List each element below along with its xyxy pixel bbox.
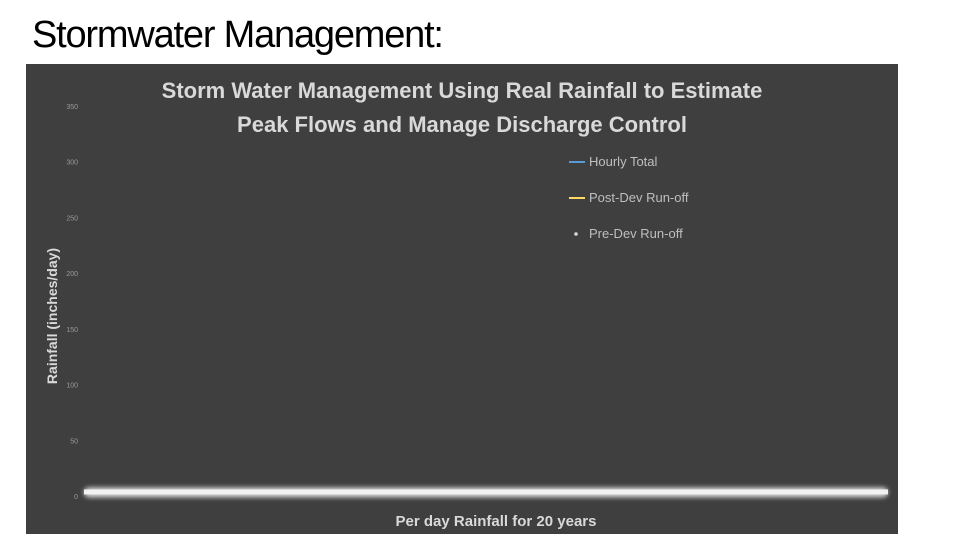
y-tick-label-200: 200 (66, 271, 78, 278)
y-tick-label-300: 300 (66, 160, 78, 167)
legend-label-1: Post-Dev Run-off (589, 190, 689, 205)
x-axis-label: Per day Rainfall for 20 years (396, 513, 597, 530)
pre-dev-runoff-line (84, 489, 888, 495)
y-axis-ticks: 0 50 100 150 200 250 300 350 (66, 104, 78, 501)
legend-label-0: Hourly Total (589, 154, 658, 169)
y-tick-label-250: 250 (66, 215, 78, 222)
legend-marker-2 (574, 232, 578, 236)
y-tick-label-350: 350 (66, 104, 78, 111)
y-tick-label-0: 0 (74, 494, 78, 501)
y-tick-label-100: 100 (66, 383, 78, 390)
chart-panel: Storm Water Management Using Real Rainfa… (26, 64, 898, 534)
rainfall-chart: Storm Water Management Using Real Rainfa… (44, 78, 889, 530)
y-axis-label: Rainfall (inches/day) (44, 248, 60, 384)
legend: Hourly Total Post-Dev Run-off Pre-Dev Run-… (569, 154, 689, 241)
hourly-total-series (83, 176, 889, 496)
chart-title-line-1: Storm Water Management Using Real Rainfa… (162, 78, 763, 103)
y-tick-label-150: 150 (66, 327, 78, 334)
post-dev-series (83, 317, 889, 496)
legend-label-2: Pre-Dev Run-off (589, 226, 683, 241)
y-tick-label-50: 50 (70, 438, 78, 445)
chart-title-line-2: Peak Flows and Manage Discharge Control (237, 112, 687, 137)
slide-title: Stormwater Management: (32, 14, 444, 56)
